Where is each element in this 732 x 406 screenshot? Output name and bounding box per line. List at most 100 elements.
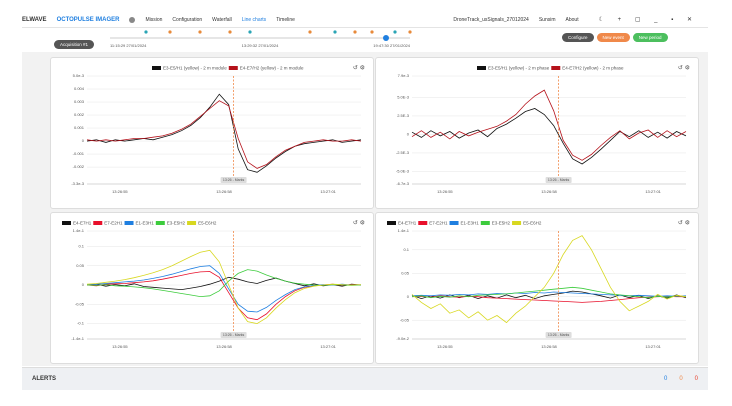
timeline-event: [198, 30, 202, 34]
legend-label: E4-E7H1: [73, 221, 92, 226]
timeline-handle[interactable]: [383, 35, 389, 41]
nav-link[interactable]: About: [565, 16, 579, 23]
x-tick-label: 13:26:55: [437, 189, 453, 194]
y-tick-label: -3.3e-3: [71, 181, 84, 186]
legend-swatch: [551, 66, 561, 70]
y-tick-label: 1.4e-1: [398, 228, 410, 233]
y-tick-label: 0.1: [78, 243, 84, 248]
nav-tab[interactable]: Mission: [145, 16, 163, 23]
marker-label-box: [220, 332, 247, 338]
x-tick-label: 13:26:55: [112, 189, 128, 194]
series-line: [86, 276, 362, 291]
settings-icon[interactable]: [129, 16, 136, 23]
legend-label: E3-E5H2: [492, 221, 511, 226]
y-tick-label: -5.0E-3: [396, 168, 410, 173]
y-tick-label: 5.0E-3: [397, 95, 410, 100]
y-tick-label: 0.002: [74, 112, 85, 117]
y-tick-label: -0.002: [73, 164, 85, 169]
legend-label: E5-E6H2: [198, 221, 217, 226]
series-line: [411, 108, 687, 165]
series-line: [411, 295, 686, 303]
x-tick-label: 13:26:55: [437, 344, 453, 349]
links: Sunsim About: [539, 17, 589, 23]
y-tick-label: 0.001: [74, 125, 85, 130]
marker-label: 13:26 - Marks: [548, 333, 570, 337]
acquisition[interactable]: Acquisition #1: [54, 40, 95, 49]
x-tick-label: 13:27:01: [320, 344, 336, 349]
y-tick-label: 0.1: [403, 247, 409, 252]
nav-link[interactable]: Sunsim: [538, 16, 556, 23]
legend-label: E1-E3H1: [136, 221, 155, 226]
timeline-event: [333, 30, 337, 34]
timeline-event: [228, 30, 232, 34]
y-tick-label: -0.1: [77, 321, 85, 326]
legend-swatch: [387, 221, 396, 225]
window-icons[interactable]: ☾ + ▢ _ ▪ ✕: [598, 17, 698, 23]
x-tick-label: 13:26:58: [216, 189, 232, 194]
line-chart: E4-E7H1 E7-E2H1 E1-E3H1 E3-E5H2 E5-E6H2 ↺ ⚙ 1.…: [50, 212, 374, 364]
y-tick-label: -0.001: [73, 151, 85, 156]
toolbar-button[interactable]: Configure: [562, 33, 594, 42]
series-line: [86, 269, 362, 298]
timeline-event: [168, 30, 172, 34]
series-line: [86, 100, 362, 169]
x-tick-label: 13:27:01: [645, 344, 661, 349]
legend-swatch: [228, 66, 238, 70]
panel-icons: ↺ ⚙: [353, 65, 365, 72]
y-tick-label: -0.05: [400, 317, 410, 322]
series-line: [411, 291, 687, 297]
legend-label: E5-E6H2: [523, 221, 542, 226]
line-chart: E4-E7H1 E7-E2H1 E1-E3H1 E3-E5H2 E5-E6H2 ↺ ⚙ 1.…: [375, 212, 699, 364]
series-line: [411, 89, 687, 161]
nav-tab[interactable]: Configuration: [172, 16, 203, 23]
legend-label: E7-E2H1: [104, 221, 123, 226]
legend-label: E4-E7/H2 (yellow) - 2 m module: [240, 66, 304, 71]
y-tick-label: -1.4e-1: [71, 336, 84, 341]
y-tick-label: 0: [407, 294, 410, 299]
legend-swatch: [477, 66, 486, 70]
y-tick-label: 0: [82, 282, 85, 287]
timeline-time: 19:47:30 27/01/2024: [373, 43, 410, 48]
timeline: 11:15:29 27/01/2024 13:29:32 27/01/2024 19…: [110, 30, 412, 48]
legend-swatch: [62, 221, 71, 225]
panel-icons: ↺ ⚙: [353, 220, 365, 227]
x-tick-label: 13:26:58: [541, 189, 557, 194]
timeline-time: 13:29:32 27/01/2024: [242, 43, 279, 48]
nav-tab[interactable]: Timeline: [276, 16, 295, 23]
nav-tab[interactable]: Line charts: [241, 16, 267, 23]
series-line: [86, 93, 362, 173]
acquisition-button[interactable]: Acquisition #1: [54, 33, 95, 51]
alert-count: 0: [694, 376, 698, 382]
y-tick-label: 0: [82, 138, 85, 143]
legend-label: E4-E7/H2 (yellow) - 2 m phase: [562, 66, 624, 71]
product: OCTOPULSE IMAGER: [56, 16, 120, 23]
alerts-title[interactable]: ALERTS: [32, 376, 56, 382]
legend-swatch: [93, 221, 103, 225]
top-bar: ELWAVE OCTOPULSE IMAGER Mission Configura…: [22, 12, 708, 28]
y-tick-label: 0.05: [401, 270, 410, 275]
alert-count: 0: [679, 376, 683, 382]
toolbar-button[interactable]: New period: [632, 33, 668, 42]
timeline-time: 11:15:29 27/01/2024: [110, 43, 147, 48]
timeline-event: [248, 30, 252, 34]
timeline-event: [370, 30, 374, 34]
toolbar-button[interactable]: New event: [596, 33, 630, 42]
file-name: DroneTrack_usSignals_27012024: [453, 16, 529, 23]
legend-label: E1-E3H1: [461, 221, 480, 226]
series-line: [411, 286, 687, 299]
y-tick-label: -6.7e-3: [396, 181, 409, 186]
y-tick-label: 0.004: [74, 86, 85, 91]
legend-label: E7-E2H1: [429, 221, 448, 226]
x-tick-label: 13:26:58: [216, 344, 232, 349]
y-tick-label: -2.5E-3: [396, 150, 410, 155]
marker-label: 13:26 - Marks: [223, 178, 245, 182]
legend-swatch: [155, 221, 165, 225]
x-tick-label: 13:26:55: [112, 344, 128, 349]
x-tick-label: 13:27:01: [645, 189, 661, 194]
marker-label: 13:26 - Marks: [223, 333, 245, 337]
legend-swatch: [152, 66, 161, 70]
y-tick-label: 0: [407, 132, 410, 137]
nav-tab[interactable]: Waterfall: [212, 16, 232, 23]
x-tick-label: 13:26:58: [541, 344, 557, 349]
